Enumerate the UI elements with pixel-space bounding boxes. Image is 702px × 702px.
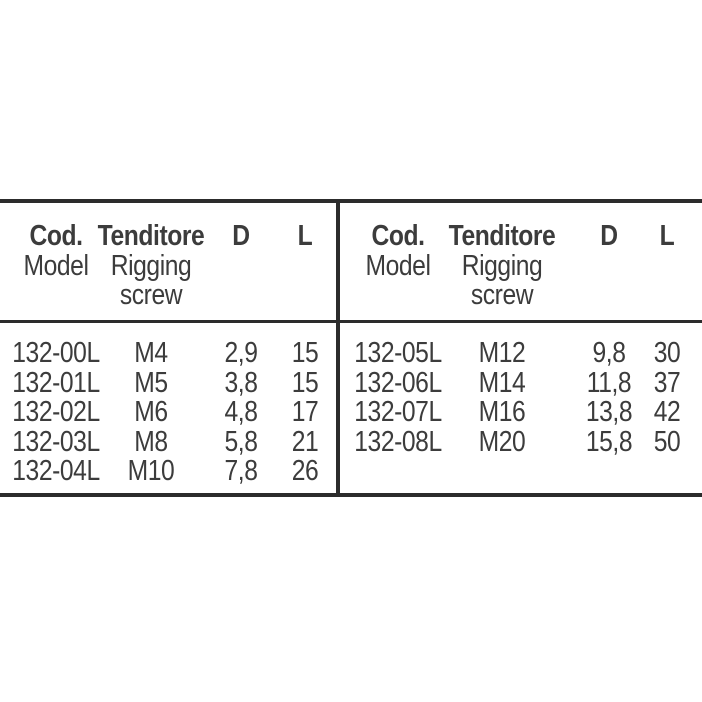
size-column-subtitle-line1: Rigging xyxy=(461,249,543,282)
size-column-subtitle-line2: screw xyxy=(470,279,534,311)
header-row-subtitles-2: screw xyxy=(340,280,702,310)
size-cell: M4 xyxy=(134,337,168,369)
code-cell: 132-02L xyxy=(12,396,100,428)
d-column-title: D xyxy=(600,220,618,252)
d-cell: 9,8 xyxy=(592,337,626,369)
table-row: 132-07L M16 13,8 42 xyxy=(340,397,702,427)
table-top-border xyxy=(0,199,702,203)
code-cell: 132-05L xyxy=(354,337,442,369)
size-column-subtitle-line1: Rigging xyxy=(110,249,192,282)
d-cell: 4,8 xyxy=(224,396,258,428)
code-cell: 132-06L xyxy=(354,366,442,399)
code-column-subtitle: Model xyxy=(365,249,431,282)
table-row: 132-03L M8 5,8 21 xyxy=(0,427,336,457)
d-cell: 11,8 xyxy=(586,366,632,399)
d-cell: 15,8 xyxy=(585,425,633,458)
code-cell: 132-04L xyxy=(12,455,100,487)
center-divider-line xyxy=(336,199,340,497)
header-row-titles: Cod. Tenditore D L xyxy=(0,221,336,251)
code-column-title: Cod. xyxy=(371,220,425,252)
table-row: 132-04L M10 7,8 26 xyxy=(0,456,336,486)
spec-table-left: Cod. Tenditore D L Model Rigging screw 1… xyxy=(0,199,336,497)
code-column-title: Cod. xyxy=(29,220,83,252)
code-cell: 132-00L xyxy=(12,337,100,369)
l-column-title: L xyxy=(659,220,675,252)
l-cell: 37 xyxy=(653,366,681,399)
header-row-subtitles: Model Rigging xyxy=(340,251,702,281)
l-cell: 30 xyxy=(653,337,681,369)
table-bottom-border xyxy=(0,493,702,497)
header-separator-line xyxy=(0,320,702,323)
table-row: 132-06L M14 11,8 37 xyxy=(340,368,702,398)
size-cell: M16 xyxy=(478,396,526,428)
size-cell: M8 xyxy=(134,425,168,458)
size-column-title: Tenditore xyxy=(448,220,556,252)
header-row-subtitles: Model Rigging xyxy=(0,251,336,281)
table-row: 132-00L M4 2,9 15 xyxy=(0,338,336,368)
code-cell: 132-07L xyxy=(354,396,442,428)
code-cell: 132-03L xyxy=(12,425,100,458)
header-row-subtitles-2: screw xyxy=(0,280,336,310)
l-cell: 15 xyxy=(291,337,319,369)
size-cell: M5 xyxy=(134,366,168,399)
l-cell: 21 xyxy=(291,425,319,458)
size-column-title: Tenditore xyxy=(97,220,205,252)
size-cell: M12 xyxy=(478,337,526,369)
l-cell: 50 xyxy=(653,425,681,458)
table-row: 132-08L M20 15,8 50 xyxy=(340,427,702,457)
code-cell: 132-01L xyxy=(12,366,100,399)
spec-table-right: Cod. Tenditore D L Model Rigging screw 1… xyxy=(340,199,702,497)
d-cell: 5,8 xyxy=(224,425,258,458)
d-cell: 3,8 xyxy=(224,366,258,399)
code-cell: 132-08L xyxy=(354,425,442,458)
table-row: 132-05L M12 9,8 30 xyxy=(340,338,702,368)
d-cell: 7,8 xyxy=(224,455,258,487)
l-cell: 17 xyxy=(291,396,319,428)
table-row: 132-01L M5 3,8 15 xyxy=(0,368,336,398)
d-column-title: D xyxy=(232,220,250,252)
header-row-titles: Cod. Tenditore D L xyxy=(340,221,702,251)
l-cell: 26 xyxy=(291,455,319,487)
size-column-subtitle-line2: screw xyxy=(119,279,183,311)
l-column-title: L xyxy=(297,220,313,252)
size-cell: M20 xyxy=(478,425,526,458)
table-row: 132-02L M6 4,8 17 xyxy=(0,397,336,427)
size-cell: M6 xyxy=(134,396,168,428)
code-column-subtitle: Model xyxy=(23,249,89,282)
size-cell: M10 xyxy=(127,455,175,487)
size-cell: M14 xyxy=(478,366,526,399)
d-cell: 2,9 xyxy=(224,337,258,369)
l-cell: 15 xyxy=(291,366,319,399)
d-cell: 13,8 xyxy=(585,396,633,428)
l-cell: 42 xyxy=(653,396,681,428)
